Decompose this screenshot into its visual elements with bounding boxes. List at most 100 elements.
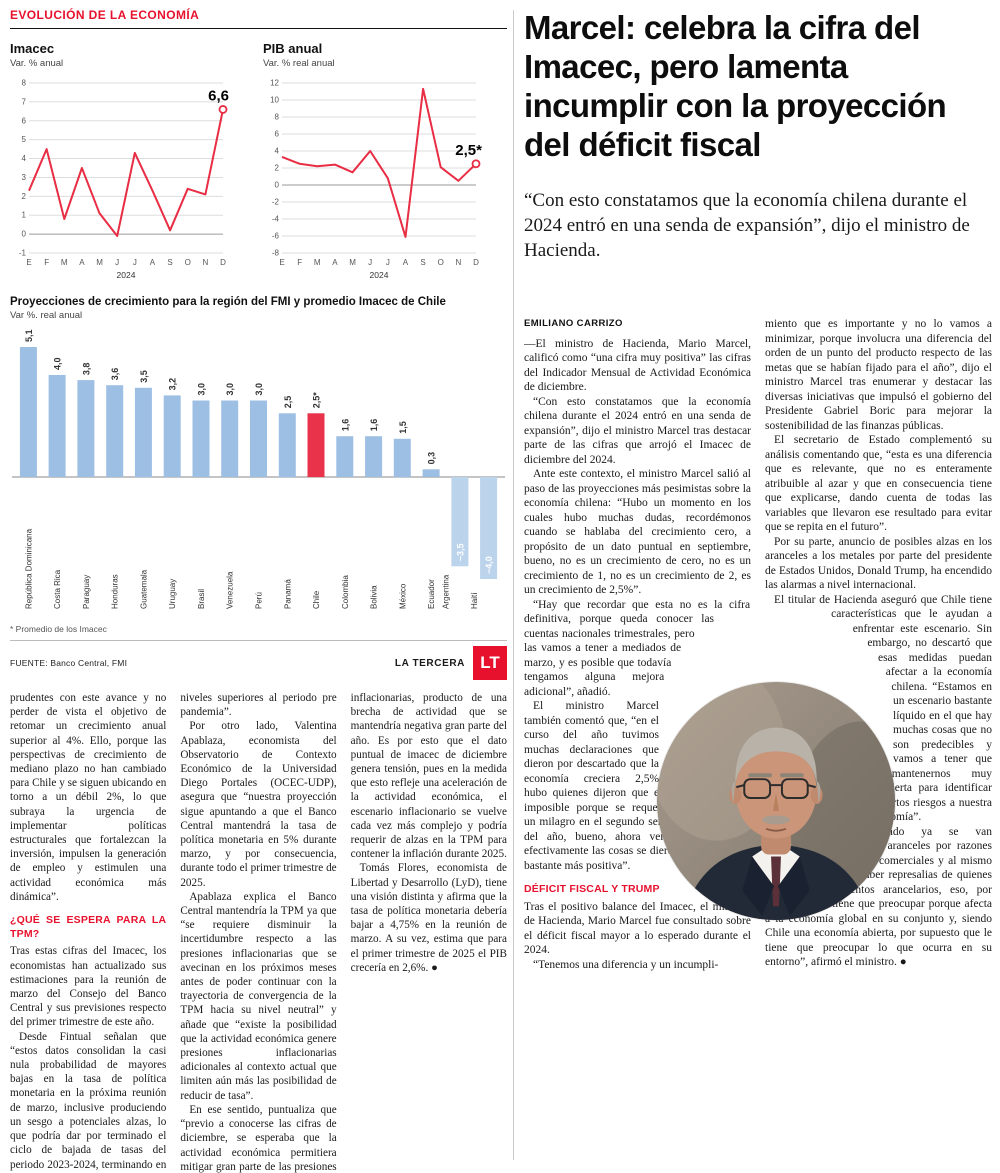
svg-text:Chile: Chile xyxy=(312,590,321,609)
svg-text:3,0: 3,0 xyxy=(254,383,264,396)
svg-text:2: 2 xyxy=(22,192,27,201)
article-paragraph: miento que es importante y no lo vamos a… xyxy=(765,318,992,432)
svg-text:−4,0: −4,0 xyxy=(484,556,494,574)
svg-text:D: D xyxy=(220,258,226,267)
pib-chart-block: PIB anual Var. % real anual -8 -6 -4 -2 0 2 4 6… xyxy=(263,41,506,286)
svg-text:República Dominicana: República Dominicana xyxy=(24,528,33,609)
bar-Chile xyxy=(307,413,325,478)
lede: “Con esto constatamos que la economía ch… xyxy=(524,190,970,261)
chart-footnote: * Promedio de los Imacec xyxy=(10,624,107,634)
lt-logo-icon: LT xyxy=(473,646,507,680)
bar-Brasil xyxy=(192,400,210,477)
imacec-last-label: 6,6 xyxy=(208,87,229,104)
svg-text:Argentina: Argentina xyxy=(441,574,450,609)
svg-text:M: M xyxy=(349,258,356,267)
svg-text:0: 0 xyxy=(275,181,280,190)
svg-text:2024: 2024 xyxy=(370,270,389,280)
svg-text:D: D xyxy=(473,258,479,267)
svg-text:4: 4 xyxy=(22,154,27,163)
portrait-illustration xyxy=(657,682,895,920)
svg-text:3,2: 3,2 xyxy=(168,378,178,391)
svg-text:Bolivia: Bolivia xyxy=(370,585,379,609)
svg-text:Perú: Perú xyxy=(255,592,264,609)
svg-text:N: N xyxy=(455,258,461,267)
svg-text:3: 3 xyxy=(22,173,27,182)
article-paragraph: “Tenemos una diferencia y un incumpli- xyxy=(533,958,719,971)
bar-Perú xyxy=(250,400,267,477)
svg-text:Costa Rica: Costa Rica xyxy=(53,569,62,609)
article-paragraph: prudentes con este avance y no perder de… xyxy=(10,692,167,903)
svg-text:Colombia: Colombia xyxy=(341,575,350,609)
imacec-line xyxy=(28,109,224,237)
article-paragraph: “Con esto constatamos que la economía ch… xyxy=(524,395,751,466)
brand-block: LA TERCERA LT xyxy=(395,646,507,680)
article-paragraph: Tras el positivo balance del Imacec, el … xyxy=(524,900,751,957)
svg-text:Haití: Haití xyxy=(470,592,479,609)
pib-chart-subtitle: Var. % real anual xyxy=(263,58,335,69)
pib-last-label: 2,5* xyxy=(455,142,482,159)
svg-text:E: E xyxy=(279,258,284,267)
svg-text:Uruguay: Uruguay xyxy=(168,579,177,609)
pib-line-chart: -8 -6 -4 -2 0 2 4 6 8 10 12 2,5* E F M A M J J A S O N D 2024 xyxy=(270,79,482,281)
svg-text:8: 8 xyxy=(275,113,280,122)
article-paragraph: El secretario de Estado complementó su a… xyxy=(765,434,992,533)
svg-text:2024: 2024 xyxy=(117,270,136,280)
svg-text:O: O xyxy=(438,258,444,267)
bar-Bolivia xyxy=(365,436,383,477)
bar-Haití xyxy=(480,477,498,579)
svg-text:5: 5 xyxy=(22,135,27,144)
source-row: FUENTE: Banco Central, FMI LA TERCERA LT xyxy=(10,640,507,680)
svg-text:5,1: 5,1 xyxy=(24,329,34,342)
svg-text:M: M xyxy=(61,258,68,267)
article-paragraph: Tras estas cifras del Imacec, los econom… xyxy=(10,945,167,1029)
svg-text:0,3: 0,3 xyxy=(427,452,437,465)
regional-bar-chart: 5,1 República Dominicana 4,0 Costa Rica 3,8 P… xyxy=(12,329,505,609)
svg-text:1,5: 1,5 xyxy=(398,421,408,434)
regional-bar-chart-block: Proyecciones de crecimiento para la regi… xyxy=(10,296,507,622)
svg-text:A: A xyxy=(332,258,338,267)
article-paragraph: Por otro lado, Valentina Apablaza, econo… xyxy=(180,720,337,889)
bar-República Dominicana xyxy=(19,347,37,477)
svg-text:1,6: 1,6 xyxy=(369,419,379,432)
svg-text:J: J xyxy=(115,258,119,267)
svg-text:M: M xyxy=(314,258,321,267)
svg-text:6: 6 xyxy=(275,130,280,139)
svg-text:Honduras: Honduras xyxy=(111,574,120,609)
article-paragraph: —El ministro de Hacienda, Mario Marcel, … xyxy=(524,337,751,394)
svg-text:0: 0 xyxy=(22,230,27,239)
bar-Colombia xyxy=(336,436,354,477)
svg-text:M: M xyxy=(96,258,103,267)
svg-text:J: J xyxy=(133,258,137,267)
svg-text:Guatemala: Guatemala xyxy=(139,569,148,609)
svg-text:A: A xyxy=(150,258,156,267)
svg-text:2,5: 2,5 xyxy=(283,396,293,409)
svg-text:S: S xyxy=(420,258,425,267)
svg-text:O: O xyxy=(185,258,191,267)
article-paragraph: Tomás Flores, economista de Libertad y D… xyxy=(350,862,507,974)
svg-text:8: 8 xyxy=(22,79,27,88)
svg-text:Brasil: Brasil xyxy=(197,589,206,609)
marcel-portrait-photo xyxy=(657,682,895,920)
bar-Costa Rica xyxy=(48,375,66,477)
svg-text:-6: -6 xyxy=(272,232,280,241)
chart-source: FUENTE: Banco Central, FMI xyxy=(10,658,128,668)
infographic-region: EVOLUCIÓN DE LA ECONOMÍA Imacec Var. % a… xyxy=(10,8,507,1173)
section-subhead: ¿QUÉ SE ESPERA PARA LA TPM? xyxy=(10,914,167,941)
imacec-chart-block: Imacec Var. % anual -1 0 1 2 3 4 5 6 7 8 6,6 E F M A M J… xyxy=(10,41,253,286)
svg-text:-8: -8 xyxy=(272,249,280,258)
bar-Honduras xyxy=(106,385,124,477)
bar-Paraguay xyxy=(77,380,95,477)
imacec-chart-subtitle: Var. % anual xyxy=(10,58,64,69)
svg-text:Ecuador: Ecuador xyxy=(427,579,436,609)
byline: EMILIANO CARRIZO xyxy=(524,318,623,329)
svg-text:3,0: 3,0 xyxy=(225,383,235,396)
bar-chart-title: Proyecciones de crecimiento para la regi… xyxy=(10,296,446,308)
svg-text:3,5: 3,5 xyxy=(139,370,149,383)
bar-Ecuador xyxy=(422,469,440,477)
imacec-line-chart: -1 0 1 2 3 4 5 6 7 8 6,6 E F M A M J J A S O N D 2024 xyxy=(19,79,229,281)
article-paragraph: Ante este contexto, el ministro Marcel s… xyxy=(524,468,751,596)
svg-text:F: F xyxy=(44,258,49,267)
svg-text:Venezuela: Venezuela xyxy=(226,571,235,609)
article-paragraph: Por su parte, anuncio de posibles alzas … xyxy=(765,535,992,592)
